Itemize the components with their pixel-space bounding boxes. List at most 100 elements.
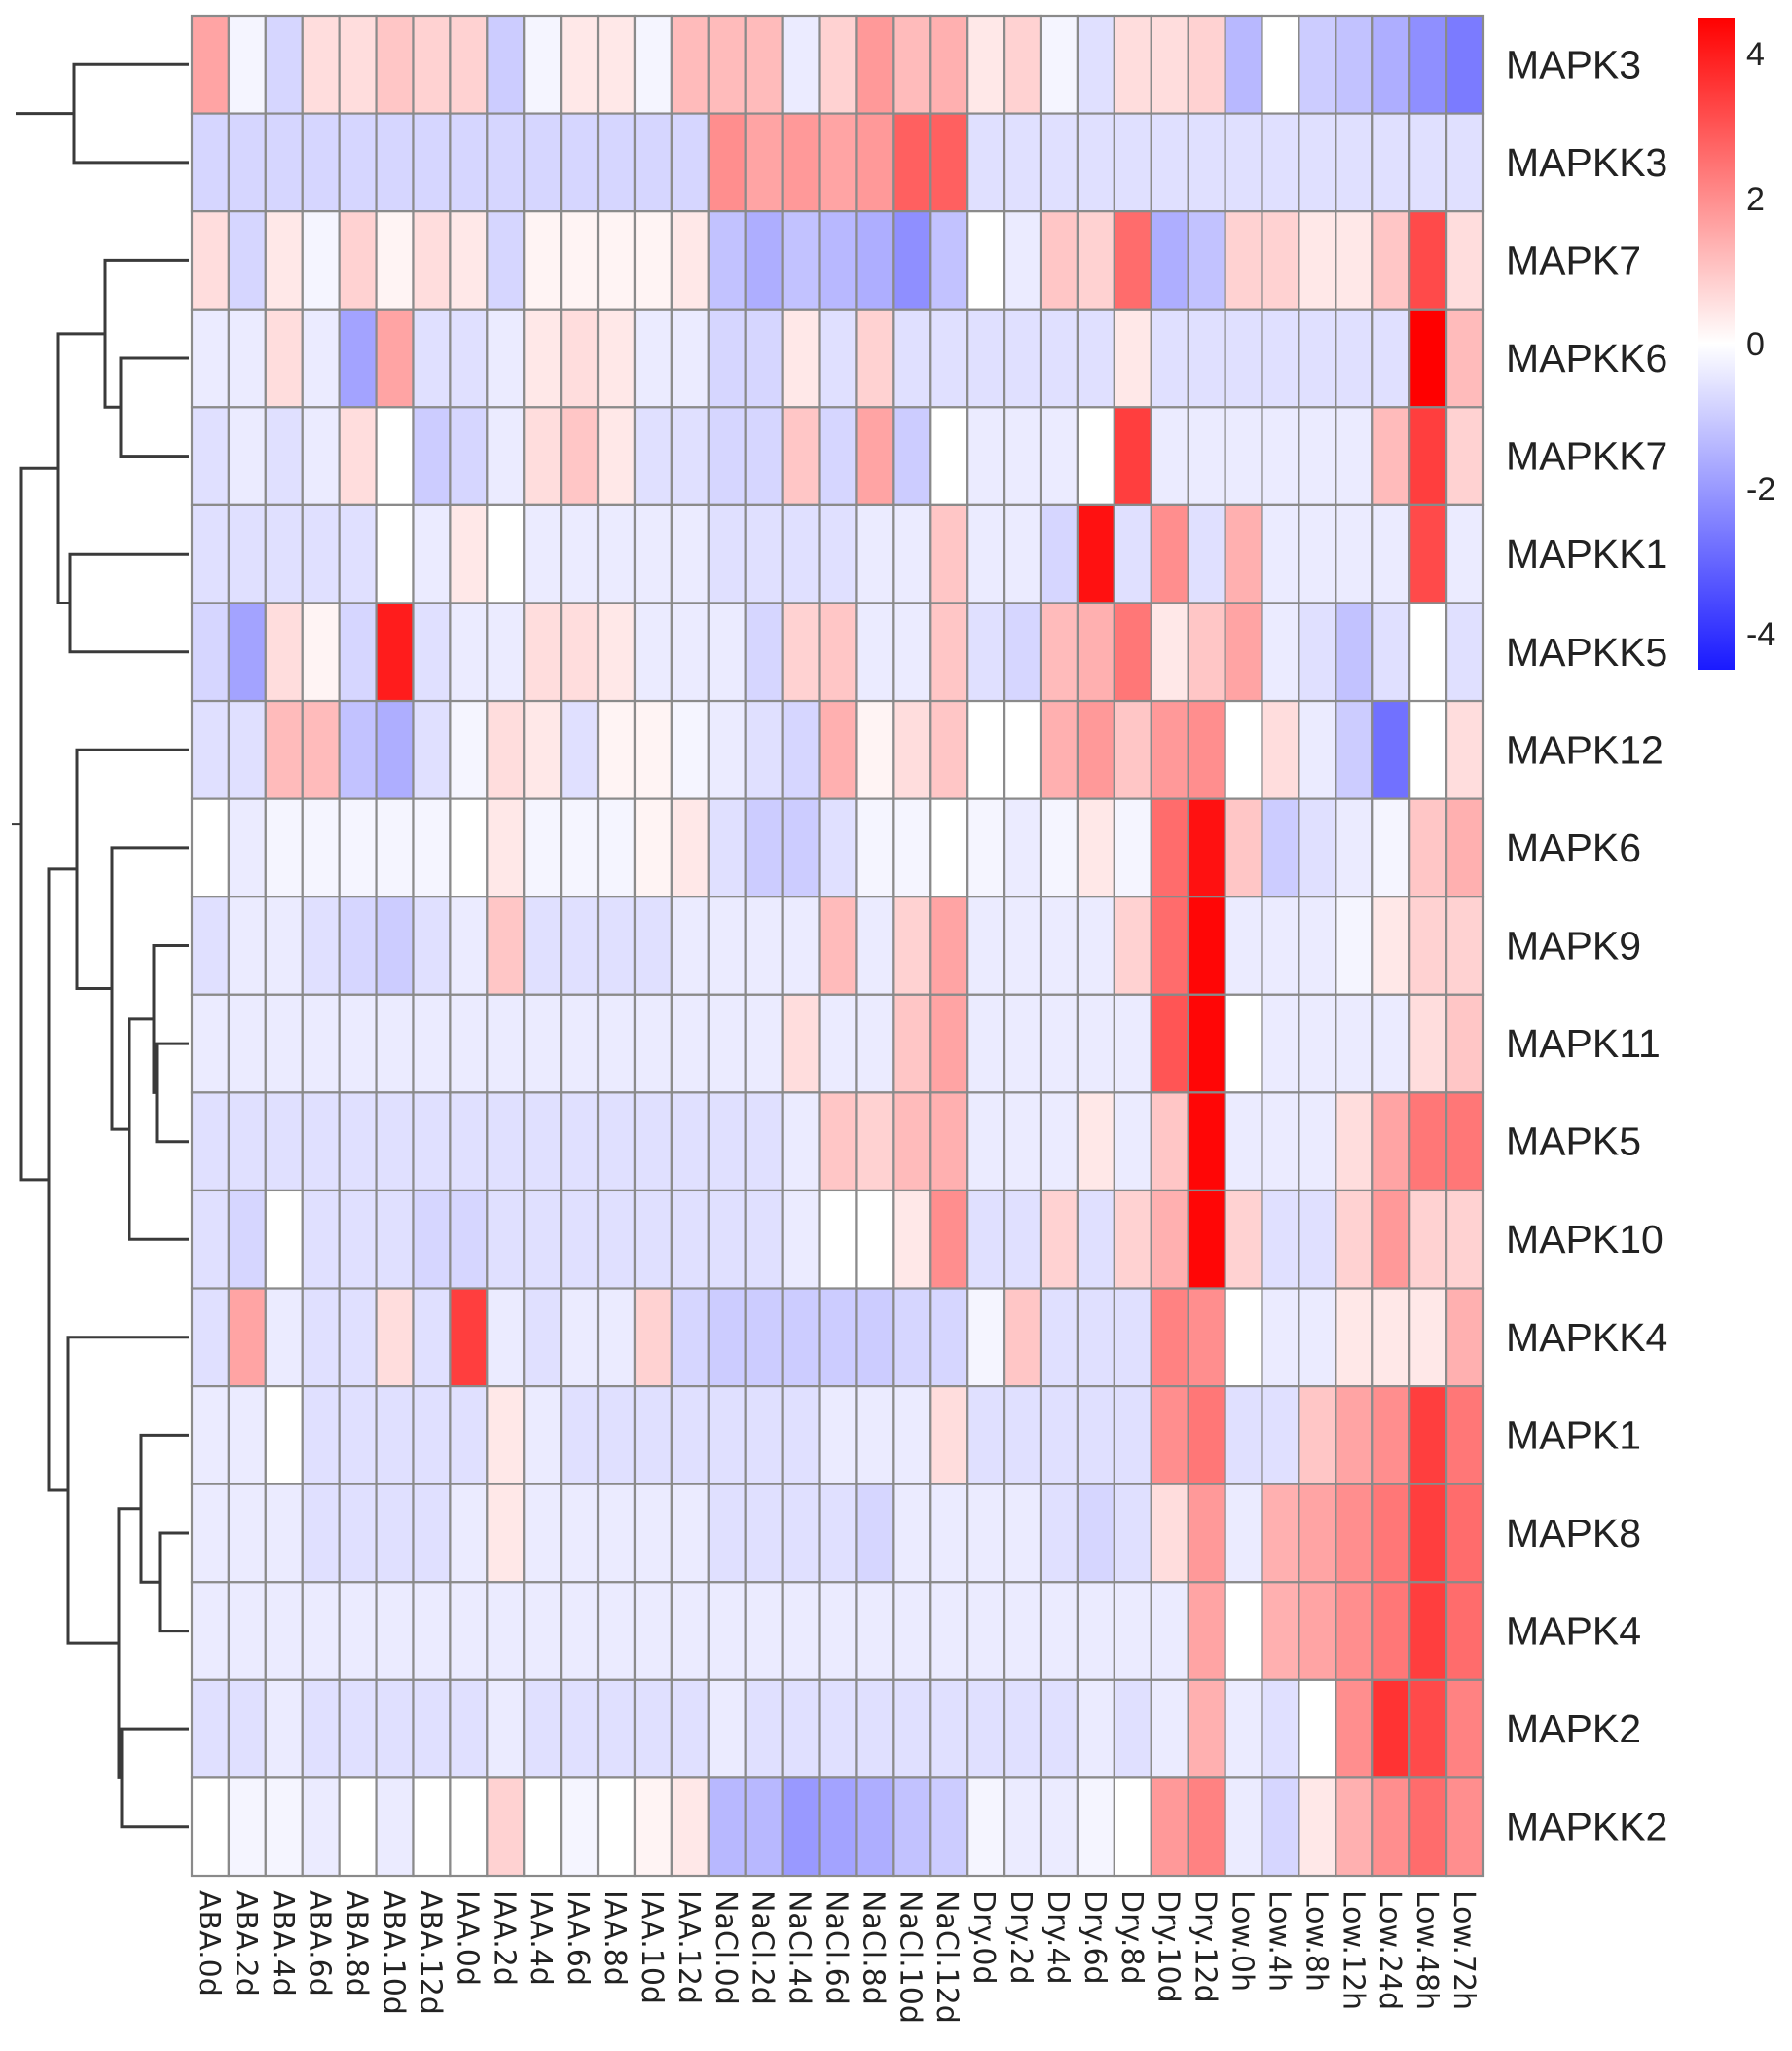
heatmap-cell [1408, 1189, 1448, 1290]
heatmap-cell [338, 1385, 378, 1485]
heatmap-cell [818, 602, 858, 703]
heatmap-cell [1150, 699, 1189, 800]
heatmap-cell [1150, 406, 1189, 507]
heatmap-cell [707, 1091, 747, 1192]
heatmap-cell [1298, 699, 1337, 800]
heatmap-cell [301, 1483, 341, 1584]
heatmap-cell [338, 210, 378, 311]
heatmap-cell [1076, 14, 1115, 115]
heatmap-cell [596, 602, 637, 703]
heatmap-cell [1003, 699, 1042, 800]
heatmap-cell [1003, 1776, 1042, 1878]
heatmap-cell [1445, 1483, 1485, 1584]
heatmap-cell [633, 993, 673, 1094]
heatmap-cell [596, 1385, 637, 1485]
heatmap-cell [1335, 1581, 1374, 1681]
heatmap-cell [1039, 1581, 1079, 1681]
heatmap-cell [596, 308, 637, 409]
heatmap-cell [744, 896, 784, 996]
heatmap-cell [301, 112, 341, 213]
heatmap-cell [855, 1483, 895, 1584]
heatmap-cell [1371, 503, 1411, 604]
heatmap-cell [744, 210, 784, 311]
heatmap-cell [929, 1581, 969, 1681]
heatmap-cell [1408, 1581, 1448, 1681]
heatmap-cell [781, 503, 821, 604]
heatmap-cell [227, 406, 267, 507]
heatmap-cell [1039, 1483, 1079, 1584]
heatmap-cell [1224, 1091, 1263, 1192]
heatmap-cell [375, 896, 415, 996]
heatmap-cell [1076, 797, 1115, 898]
heatmap-cell [264, 602, 304, 703]
heatmap-cell [264, 1581, 304, 1681]
row-label: MAPK12 [1506, 727, 1664, 772]
heatmap-cell [1113, 210, 1152, 311]
heatmap-cell [1187, 797, 1226, 898]
heatmap-cell [264, 797, 304, 898]
heatmap-cell [1445, 1581, 1485, 1681]
heatmap-cell [412, 14, 452, 115]
heatmap-cell [1261, 1091, 1300, 1192]
heatmap-cell [929, 406, 969, 507]
heatmap-cell [1076, 503, 1115, 604]
heatmap-cell [486, 1385, 526, 1485]
heatmap-cell [1408, 896, 1448, 996]
heatmap-cell [375, 503, 415, 604]
heatmap-cell [264, 1776, 304, 1878]
heatmap-cell [744, 1483, 784, 1584]
heatmap-cell [818, 699, 858, 800]
heatmap-cell [855, 1287, 895, 1388]
heatmap-cell [707, 699, 747, 800]
heatmap-cell [966, 1287, 1006, 1388]
heatmap-cell [375, 1091, 415, 1192]
heatmap-cell [855, 308, 895, 409]
heatmap-cell [1408, 14, 1448, 115]
colorbar-tick-label: -2 [1746, 471, 1775, 508]
heatmap-cell [966, 797, 1006, 898]
heatmap-cell [596, 896, 637, 996]
heatmap-cell [1224, 602, 1263, 703]
heatmap-cell [190, 308, 231, 409]
heatmap-cell [227, 210, 267, 311]
heatmap-cell [1335, 1189, 1374, 1290]
heatmap-cell [1445, 699, 1485, 800]
column-label: Low.72h [1446, 1890, 1481, 2010]
heatmap-cell [1261, 797, 1300, 898]
colorbar-tick-label: -4 [1746, 616, 1775, 653]
heatmap-cell [1224, 1581, 1263, 1681]
heatmap-cell [1039, 308, 1079, 409]
heatmap-cell [301, 699, 341, 800]
heatmap-cell [1003, 1678, 1042, 1779]
heatmap-cell [1224, 993, 1263, 1094]
heatmap-cell [1371, 1776, 1411, 1878]
heatmap-cell [338, 1581, 378, 1681]
heatmap-cell [1076, 112, 1115, 213]
heatmap-cell [1187, 210, 1226, 311]
heatmap-cell [449, 503, 489, 604]
heatmap-cell [412, 1776, 452, 1878]
heatmap-cell [1150, 1678, 1189, 1779]
heatmap-cell [560, 112, 600, 213]
heatmap-cell [375, 210, 415, 311]
column-label: Dry.2d [1004, 1890, 1038, 1985]
heatmap-cell [301, 1385, 341, 1485]
colorbar-tick-label: 2 [1746, 181, 1765, 218]
heatmap-cell [892, 14, 932, 115]
heatmap-cell [560, 308, 600, 409]
column-label: Low.8h [1298, 1890, 1333, 1992]
heatmap-cell [744, 1581, 784, 1681]
row-label: MAPKK7 [1506, 434, 1667, 479]
heatmap-cell [1408, 112, 1448, 213]
heatmap-cell [1298, 602, 1337, 703]
heatmap-cell [560, 1678, 600, 1779]
heatmap-cell [1187, 1776, 1226, 1878]
heatmap-cell [1408, 210, 1448, 311]
heatmap-cell [966, 1189, 1006, 1290]
heatmap-cell [1039, 406, 1079, 507]
column-label: Dry.10d [1152, 1890, 1186, 2003]
heatmap-cell [227, 1287, 267, 1388]
heatmap-cell [1039, 14, 1079, 115]
heatmap-cell [560, 797, 600, 898]
heatmap-cell [892, 1287, 932, 1388]
